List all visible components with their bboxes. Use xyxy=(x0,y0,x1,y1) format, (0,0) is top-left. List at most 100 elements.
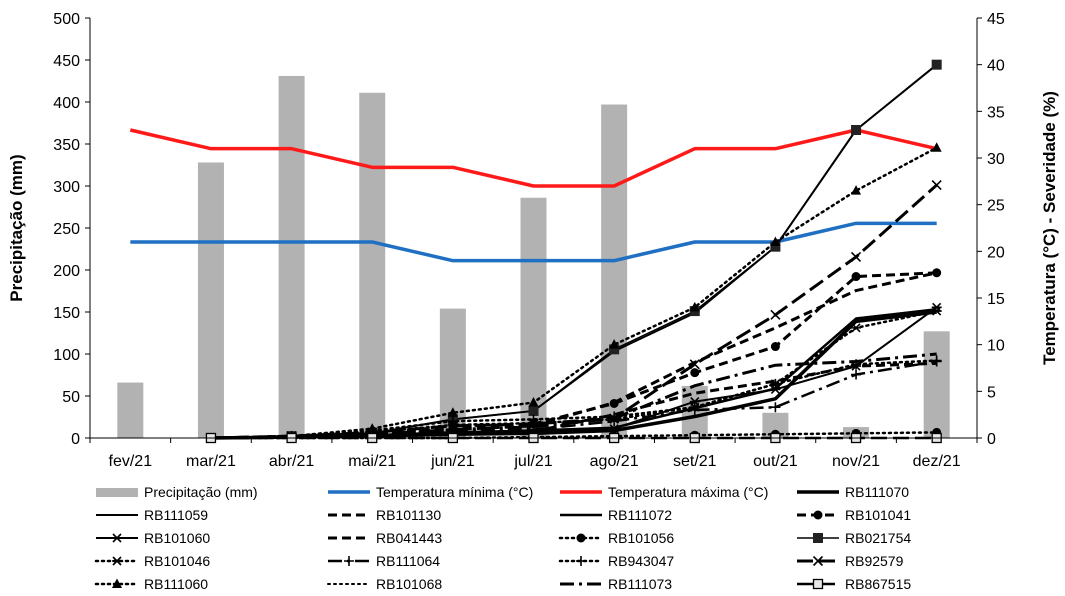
right-tick-label: 45 xyxy=(987,11,1005,28)
right-tick-label: 15 xyxy=(987,291,1005,308)
x-tick-label: abr/21 xyxy=(269,453,314,470)
legend: Precipitação (mm) Temperatura mínima (°C)… xyxy=(94,484,911,592)
severity-marker xyxy=(931,306,942,316)
legend-item: RB101041 xyxy=(797,507,911,523)
right-tick-label: 0 xyxy=(987,431,996,448)
severity-marker xyxy=(609,398,619,408)
severity-marker xyxy=(770,342,780,352)
legend-item: RB111064 xyxy=(328,553,440,569)
legend-item: RB943047 xyxy=(558,553,674,569)
severity-line-RB101041 xyxy=(210,271,937,440)
legend-item: RB111072 xyxy=(560,507,672,523)
severity-marker xyxy=(931,59,942,70)
legend-marker xyxy=(112,533,122,543)
severity-line-RB111060 xyxy=(209,146,938,440)
right-tick-label: 5 xyxy=(987,384,996,401)
legend-item: RB111059 xyxy=(96,507,208,523)
legend-marker xyxy=(813,510,823,520)
x-tick-label: mai/21 xyxy=(348,453,396,470)
legend-item: RB867515 xyxy=(797,576,911,592)
severity-line-RB111073 xyxy=(210,352,937,440)
severity-marker xyxy=(609,424,620,434)
right-tick-label: 35 xyxy=(987,104,1005,121)
legend-label: Temperatura mínima (°C) xyxy=(376,484,533,500)
x-tick-label: ago/21 xyxy=(590,453,639,470)
severity-marker xyxy=(931,180,942,191)
legend-marker xyxy=(576,556,586,566)
severity-marker xyxy=(770,402,781,413)
legend-label: RB111073 xyxy=(608,576,672,592)
x-tick-label: fev/21 xyxy=(109,453,153,470)
left-tick-label: 0 xyxy=(71,431,80,448)
right-tick-label: 10 xyxy=(987,338,1005,355)
left-tick-label: 200 xyxy=(53,263,80,280)
left-tick-label: 500 xyxy=(53,11,80,28)
severity-marker xyxy=(851,369,862,380)
severity-marker xyxy=(850,251,862,262)
left-axis-title: Precipitação (mm) xyxy=(7,154,26,301)
legend-marker xyxy=(576,533,586,543)
legend-item: RB111070 xyxy=(797,484,909,500)
legend-item: RB021754 xyxy=(797,530,911,546)
severity-marker xyxy=(770,241,781,252)
severity-marker xyxy=(931,142,942,152)
left-tick-label: 300 xyxy=(53,179,80,196)
x-tick-label: nov/21 xyxy=(832,453,880,470)
ticks: 0 50 100 150 200 250 300 350 400 450 500 0 5 10 15 20 25… xyxy=(53,11,1005,470)
right-tick-label: 20 xyxy=(987,244,1005,261)
left-tick-label: 350 xyxy=(53,137,80,154)
legend-label: Temperatura máxima (°C) xyxy=(608,484,768,500)
legend-item: Precipitação (mm) xyxy=(96,484,258,500)
x-tick-label: out/21 xyxy=(753,453,798,470)
legend-item: RB041443 xyxy=(328,530,442,546)
legend-marker xyxy=(812,578,824,590)
legend-label: RB111060 xyxy=(144,576,208,592)
right-tick-label: 25 xyxy=(987,198,1005,215)
severity-marker xyxy=(931,355,942,366)
legend-item: RB101130 xyxy=(328,507,441,523)
severity-line-RB101068 xyxy=(209,146,938,439)
legend-label: RB943047 xyxy=(608,553,674,569)
legend-label: RB92579 xyxy=(845,553,904,569)
x-tick-label: jun/21 xyxy=(430,453,475,470)
legend-label: RB021754 xyxy=(845,530,911,546)
right-axis-title: Temperatura (°C) - Severidade (%) xyxy=(1040,91,1059,365)
legend-label: RB101046 xyxy=(144,553,210,569)
legend-item: RB111060 xyxy=(94,576,208,592)
legend-item: Temperatura mínima (°C) xyxy=(328,484,533,500)
severity-marker xyxy=(851,323,862,333)
precip-bar xyxy=(117,382,144,438)
x-tick-label: jul/21 xyxy=(513,453,552,470)
severity-marker xyxy=(447,407,458,417)
precip-bar xyxy=(923,331,950,438)
severity-line-RB111059 xyxy=(210,63,938,439)
legend-item: RB101046 xyxy=(94,553,210,569)
severity-marker xyxy=(851,272,861,282)
legend-label: RB111064 xyxy=(376,553,440,569)
legend-marker xyxy=(112,578,122,588)
severity-marker xyxy=(690,368,700,378)
temperature-line-1 xyxy=(129,128,938,188)
legend-label: RB111070 xyxy=(845,484,909,500)
legend-marker xyxy=(813,533,823,543)
right-tick-label: 30 xyxy=(987,151,1005,168)
legend-marker xyxy=(344,556,354,566)
legend-label: RB111059 xyxy=(144,507,208,523)
legend-item: Temperatura máxima (°C) xyxy=(560,484,768,500)
legend-item: RB101068 xyxy=(327,576,442,592)
precip-bar xyxy=(197,162,224,439)
legend-label: RB041443 xyxy=(376,530,442,546)
legend-label: RB101056 xyxy=(608,530,674,546)
legend-item: RB111073 xyxy=(560,576,672,592)
left-tick-label: 250 xyxy=(53,221,80,238)
left-tick-label: 150 xyxy=(53,305,80,322)
legend-label: RB101041 xyxy=(845,507,911,523)
left-tick-label: 50 xyxy=(62,389,80,406)
right-tick-label: 40 xyxy=(987,58,1005,75)
severity-marker xyxy=(851,125,862,135)
legend-label: RB101068 xyxy=(376,576,442,592)
severity-marker xyxy=(770,309,781,320)
severity-marker xyxy=(528,405,539,416)
precip-bar xyxy=(278,75,305,439)
severity-marker xyxy=(609,344,620,355)
